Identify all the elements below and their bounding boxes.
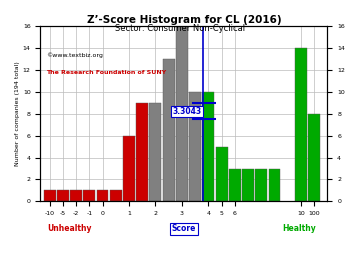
Text: Score: Score: [172, 224, 196, 233]
Text: Unhealthy: Unhealthy: [47, 224, 91, 233]
Text: ©www.textbiz.org: ©www.textbiz.org: [46, 52, 103, 58]
Bar: [189, 92, 201, 201]
Bar: [149, 103, 161, 201]
Bar: [255, 168, 267, 201]
Bar: [269, 168, 280, 201]
Bar: [96, 190, 108, 201]
Bar: [176, 26, 188, 201]
Bar: [308, 114, 320, 201]
Bar: [44, 190, 55, 201]
Title: Z’-Score Histogram for CL (2016): Z’-Score Histogram for CL (2016): [86, 15, 281, 25]
Text: Sector: Consumer Non-Cyclical: Sector: Consumer Non-Cyclical: [115, 24, 245, 33]
Bar: [110, 190, 122, 201]
Bar: [123, 136, 135, 201]
Bar: [163, 59, 175, 201]
Bar: [136, 103, 148, 201]
Bar: [84, 190, 95, 201]
Text: Healthy: Healthy: [282, 224, 316, 233]
Bar: [70, 190, 82, 201]
Bar: [216, 147, 228, 201]
Text: The Research Foundation of SUNY: The Research Foundation of SUNY: [46, 70, 166, 75]
Bar: [202, 92, 214, 201]
Bar: [57, 190, 69, 201]
Bar: [242, 168, 254, 201]
Y-axis label: Number of companies (194 total): Number of companies (194 total): [15, 61, 20, 166]
Text: 3.3043: 3.3043: [173, 107, 202, 116]
Bar: [295, 48, 307, 201]
Bar: [229, 168, 241, 201]
